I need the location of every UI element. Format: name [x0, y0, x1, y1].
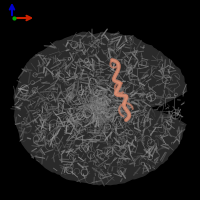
Polygon shape — [14, 32, 187, 185]
